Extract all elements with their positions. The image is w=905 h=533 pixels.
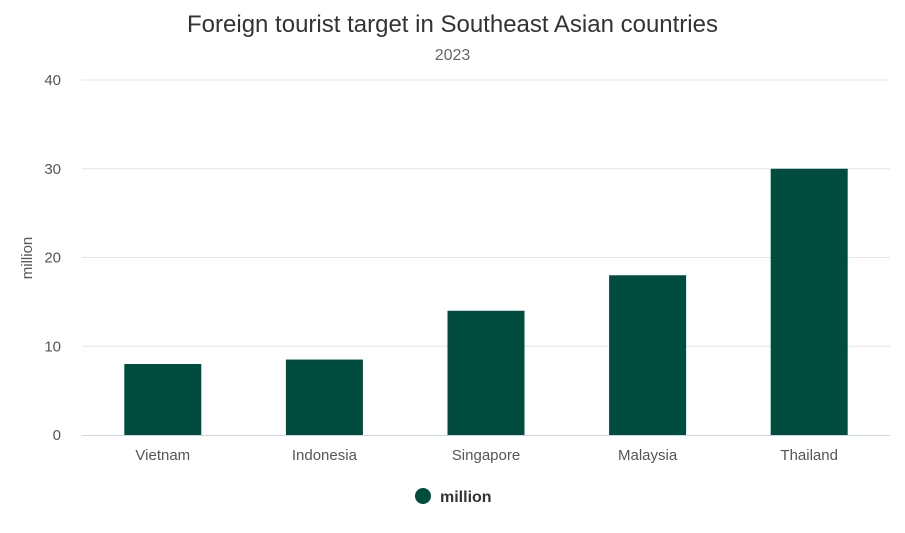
x-tick-label: Thailand — [780, 447, 838, 464]
y-tick-label: 40 — [44, 72, 61, 89]
x-tick-label: Indonesia — [292, 447, 358, 464]
chart-title: Foreign tourist target in Southeast Asia… — [187, 11, 718, 38]
bars — [124, 168, 848, 435]
y-tick-label: 20 — [44, 250, 61, 267]
legend-label: million — [440, 489, 492, 506]
legend[interactable]: million — [415, 488, 492, 506]
bar-vietnam[interactable] — [124, 364, 202, 435]
bar-indonesia[interactable] — [285, 359, 363, 435]
bar-singapore[interactable] — [447, 310, 525, 435]
gridlines — [82, 79, 890, 347]
x-tick-label: Singapore — [452, 447, 520, 464]
x-axis-tick-labels: Vietnam Indonesia Singapore Malaysia Thailan… — [135, 447, 838, 464]
bar-thailand[interactable] — [770, 168, 848, 435]
y-tick-label: 30 — [44, 161, 61, 178]
y-axis-tick-labels: 0 10 20 30 40 — [44, 72, 61, 444]
legend-marker — [415, 488, 431, 504]
chart-subtitle: 2023 — [435, 47, 471, 64]
y-axis-title: million — [19, 237, 36, 280]
bar-malaysia[interactable] — [609, 275, 687, 435]
y-tick-label: 0 — [53, 427, 61, 444]
y-tick-label: 10 — [44, 338, 61, 355]
x-tick-label: Vietnam — [135, 447, 190, 464]
x-tick-label: Malaysia — [618, 447, 678, 464]
